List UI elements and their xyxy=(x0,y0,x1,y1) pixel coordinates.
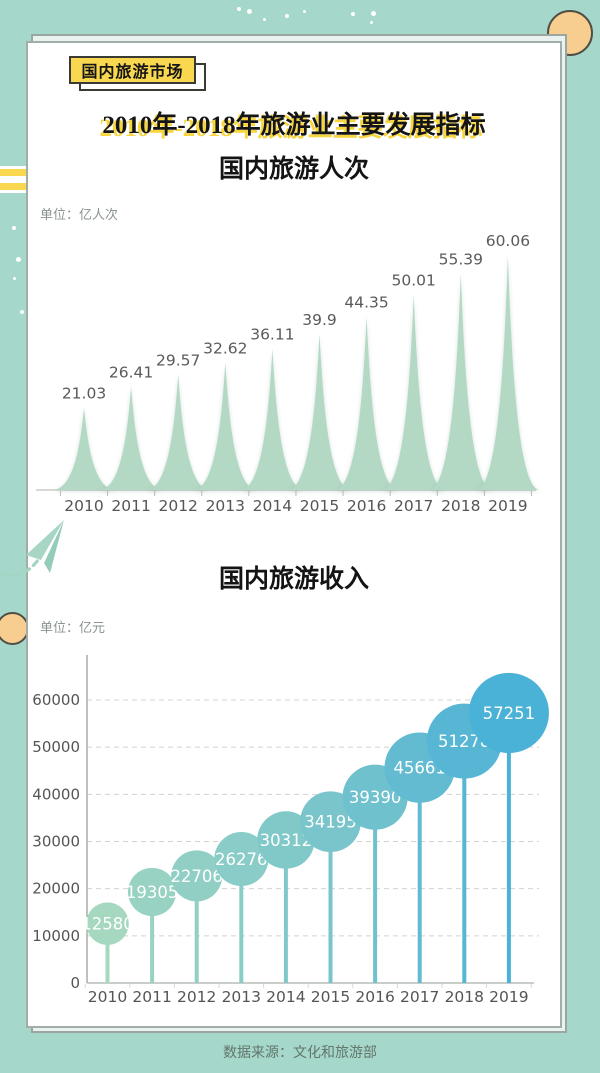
circle-decoration-left xyxy=(0,612,29,645)
bubble-value-label: 39390 xyxy=(349,788,402,807)
trips-chart-svg: 21.03 2010 26.41 2011 29.57 2012 32.62 2013 36.1… xyxy=(36,232,539,515)
trips-unit-label: 单位：亿人次 xyxy=(40,208,119,223)
content-card: 国内旅游市场 2010年-2018年旅游业主要发展指标 国内旅游人次 单位：亿人… xyxy=(26,41,562,1028)
x-axis-year-label: 2019 xyxy=(488,497,527,515)
y-axis-tick-label: 10000 xyxy=(32,927,80,945)
spike-value-label: 26.41 xyxy=(109,364,153,382)
x-axis-year-label: 2010 xyxy=(88,988,127,1006)
spike-peak-2013 xyxy=(194,362,257,490)
spike-peak-2019 xyxy=(476,255,539,490)
badge-label: 国内旅游市场 xyxy=(69,56,196,84)
dot-decoration xyxy=(285,14,289,18)
y-axis-tick-label: 0 xyxy=(70,974,80,992)
tape-stripe xyxy=(0,183,28,190)
spike-value-label: 32.62 xyxy=(203,339,247,357)
spike-value-label: 21.03 xyxy=(62,385,106,403)
spike-peak-2015 xyxy=(288,333,351,490)
dot-decoration xyxy=(247,9,252,14)
trips-chart-title: 国内旅游人次 xyxy=(218,156,369,183)
x-axis-year-label: 2015 xyxy=(311,988,350,1006)
x-axis-year-label: 2011 xyxy=(111,497,150,515)
spike-peak-2010 xyxy=(53,407,115,490)
bubble-value-label: 22706 xyxy=(170,867,223,886)
y-axis-tick-label: 60000 xyxy=(32,691,80,709)
spike-peak-2017 xyxy=(382,294,445,490)
bubble-value-label: 12580 xyxy=(81,915,134,934)
x-axis-year-label: 2012 xyxy=(177,988,216,1006)
dot-decoration xyxy=(20,310,24,314)
x-axis-year-label: 2010 xyxy=(64,497,103,515)
bubble-value-label: 19305 xyxy=(126,883,179,902)
dot-decoration xyxy=(370,21,373,24)
spike-peak-2012 xyxy=(147,374,210,490)
bubble-value-label: 26276 xyxy=(215,850,268,869)
x-axis-year-label: 2016 xyxy=(355,988,394,1006)
dot-decoration xyxy=(263,18,266,21)
x-axis-year-label: 2017 xyxy=(400,988,439,1006)
tape-stripe xyxy=(0,169,28,176)
x-axis-year-label: 2012 xyxy=(158,497,197,515)
bubble-2013 xyxy=(214,832,269,887)
dot-decoration xyxy=(12,226,16,230)
dot-decoration xyxy=(351,12,355,16)
spike-series xyxy=(53,255,539,490)
x-axis-year-label: 2015 xyxy=(300,497,339,515)
x-axis-year-label: 2013 xyxy=(222,988,261,1006)
x-axis-year-label: 2013 xyxy=(206,497,245,515)
category-badge: 国内旅游市场 xyxy=(69,56,209,94)
spike-value-label: 36.11 xyxy=(250,326,294,344)
bubble-value-label: 30312 xyxy=(260,831,313,850)
bubble-value-label: 57251 xyxy=(483,704,536,723)
dot-decoration xyxy=(16,257,21,262)
x-axis-year-label: 2016 xyxy=(347,497,386,515)
bubble-2014 xyxy=(257,811,315,869)
x-axis-year-label: 2014 xyxy=(266,988,305,1006)
spike-value-label: 29.57 xyxy=(156,351,200,369)
domestic-trips-chart: 21.03 2010 26.41 2011 29.57 2012 32.62 2013 36.1… xyxy=(28,227,564,527)
dot-decoration xyxy=(371,11,376,16)
x-axis-year-label: 2018 xyxy=(445,988,484,1006)
spike-value-label: 44.35 xyxy=(344,293,388,311)
y-axis-tick-label: 50000 xyxy=(32,738,80,756)
dot-decoration xyxy=(13,277,16,280)
spike-peak-2011 xyxy=(100,386,163,490)
y-axis-tick-label: 20000 xyxy=(32,880,80,898)
data-source-note: 数据来源：文化和旅游部 xyxy=(223,1045,377,1061)
bubble-value-label: 34195 xyxy=(304,813,357,832)
spike-peak-2016 xyxy=(335,316,398,490)
bubble-2019 xyxy=(468,672,549,753)
y-axis-tick-label: 30000 xyxy=(32,832,80,850)
dot-decoration xyxy=(237,7,241,11)
page-title: 2010年-2018年旅游业主要发展指标 xyxy=(102,112,486,139)
y-axis-tick-label: 40000 xyxy=(32,785,80,803)
domestic-revenue-chart: 0 10000 20000 30000 40000 50000 60000 12580 2010… xyxy=(28,643,564,1015)
x-axis-year-label: 2014 xyxy=(253,497,292,515)
spike-value-label: 55.39 xyxy=(439,250,483,268)
bubble-2012 xyxy=(171,850,223,902)
revenue-chart-svg: 0 10000 20000 30000 40000 50000 60000 12580 2010… xyxy=(32,655,549,1006)
revenue-chart-title: 国内旅游收入 xyxy=(218,566,369,593)
bubble-value-label: 45661 xyxy=(393,759,446,778)
tape-decoration xyxy=(0,166,28,193)
spike-peak-2014 xyxy=(241,348,304,490)
bubble-2011 xyxy=(127,867,177,917)
dot-decoration xyxy=(303,10,306,13)
spike-peak-2018 xyxy=(429,273,492,490)
x-axis-year-label: 2011 xyxy=(132,988,171,1006)
paper-airplane-icon xyxy=(0,510,84,582)
bubble-2010 xyxy=(86,902,129,945)
x-axis-year-label: 2017 xyxy=(394,497,433,515)
spike-value-label: 50.01 xyxy=(392,271,436,289)
x-axis-year-label: 2019 xyxy=(489,988,528,1006)
spike-value-label: 39.9 xyxy=(302,311,337,329)
revenue-unit-label: 单位：亿元 xyxy=(40,621,106,636)
spike-value-label: 60.06 xyxy=(486,232,530,250)
x-axis-year-label: 2018 xyxy=(441,497,480,515)
